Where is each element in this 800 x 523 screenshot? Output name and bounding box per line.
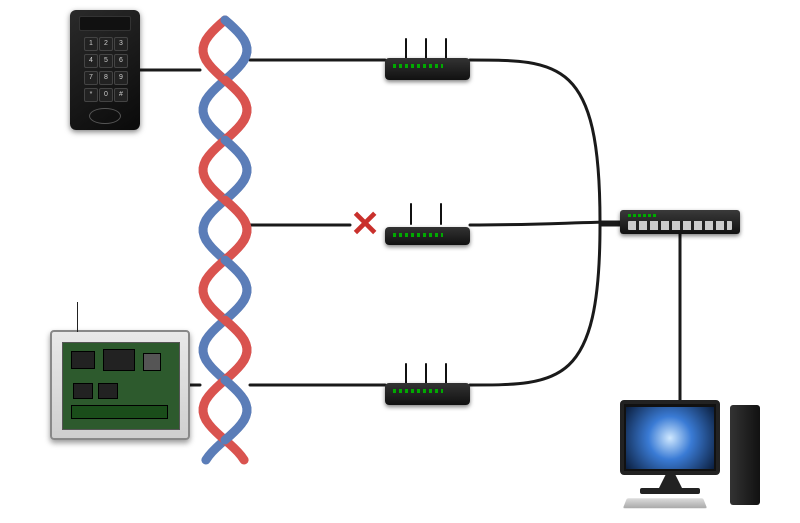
router-bottom xyxy=(385,360,470,405)
blocked-path-x-icon: ✕ xyxy=(350,203,380,245)
network-switch xyxy=(620,210,740,234)
access-controller xyxy=(50,330,190,440)
network-diagram: 123 456 789 *0# xyxy=(0,0,800,523)
keypad-reader: 123 456 789 *0# xyxy=(70,10,140,130)
router-top xyxy=(385,35,470,80)
router-middle xyxy=(385,200,470,245)
workstation-pc xyxy=(620,400,760,510)
